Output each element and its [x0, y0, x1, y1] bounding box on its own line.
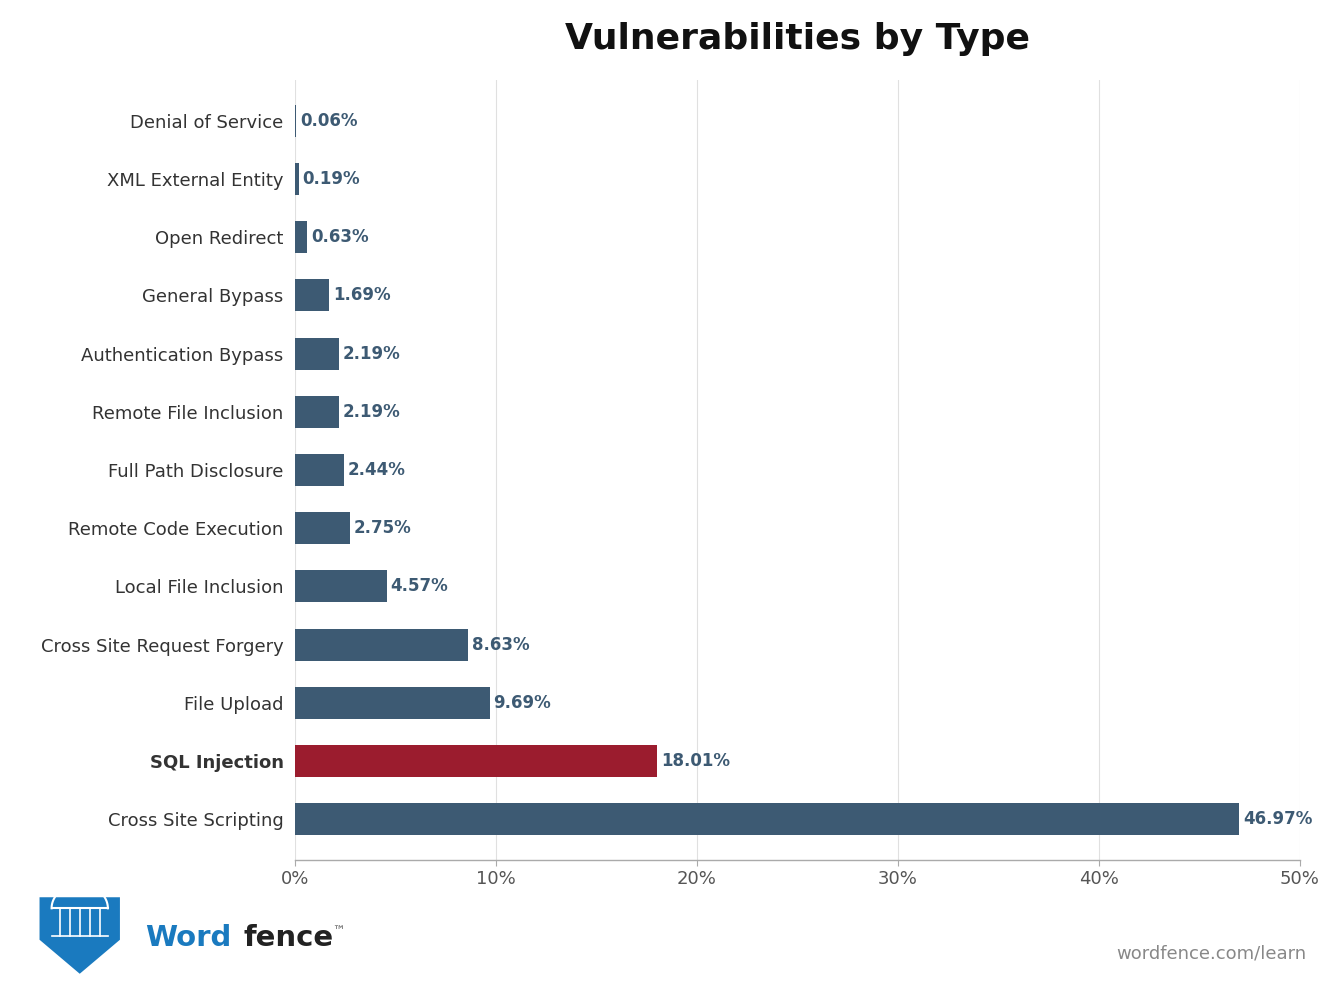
Text: 46.97%: 46.97% [1244, 810, 1312, 828]
Bar [295, 454, 344, 486]
Text: 9.69%: 9.69% [493, 694, 551, 712]
Text: 2.75%: 2.75% [354, 519, 411, 537]
Text: 0.19%: 0.19% [303, 170, 360, 188]
Bar [295, 803, 1240, 835]
Polygon shape [40, 897, 121, 974]
Bar [295, 512, 350, 544]
Title: Vulnerabilities by Type: Vulnerabilities by Type [564, 22, 1030, 56]
Text: Word: Word [145, 924, 230, 952]
Text: fence: fence [244, 924, 334, 952]
Text: wordfence.com/learn: wordfence.com/learn [1116, 944, 1306, 962]
Text: 4.57%: 4.57% [391, 577, 449, 595]
Text: 1.69%: 1.69% [332, 286, 390, 304]
Bar [295, 687, 489, 719]
Text: 2.44%: 2.44% [348, 461, 406, 479]
Bar [295, 279, 328, 311]
Text: 0.06%: 0.06% [300, 112, 358, 130]
Bar [295, 396, 339, 428]
Text: 0.63%: 0.63% [311, 228, 368, 246]
Text: 8.63%: 8.63% [472, 636, 529, 654]
Bar [295, 163, 299, 195]
Bar [295, 221, 307, 253]
Bar [295, 629, 468, 661]
Text: 18.01%: 18.01% [661, 752, 730, 770]
Text: 2.19%: 2.19% [343, 345, 401, 363]
Bar [295, 338, 339, 370]
Bar [295, 570, 387, 602]
Bar [295, 745, 657, 777]
Text: ™: ™ [332, 925, 344, 938]
Text: 2.19%: 2.19% [343, 403, 401, 421]
